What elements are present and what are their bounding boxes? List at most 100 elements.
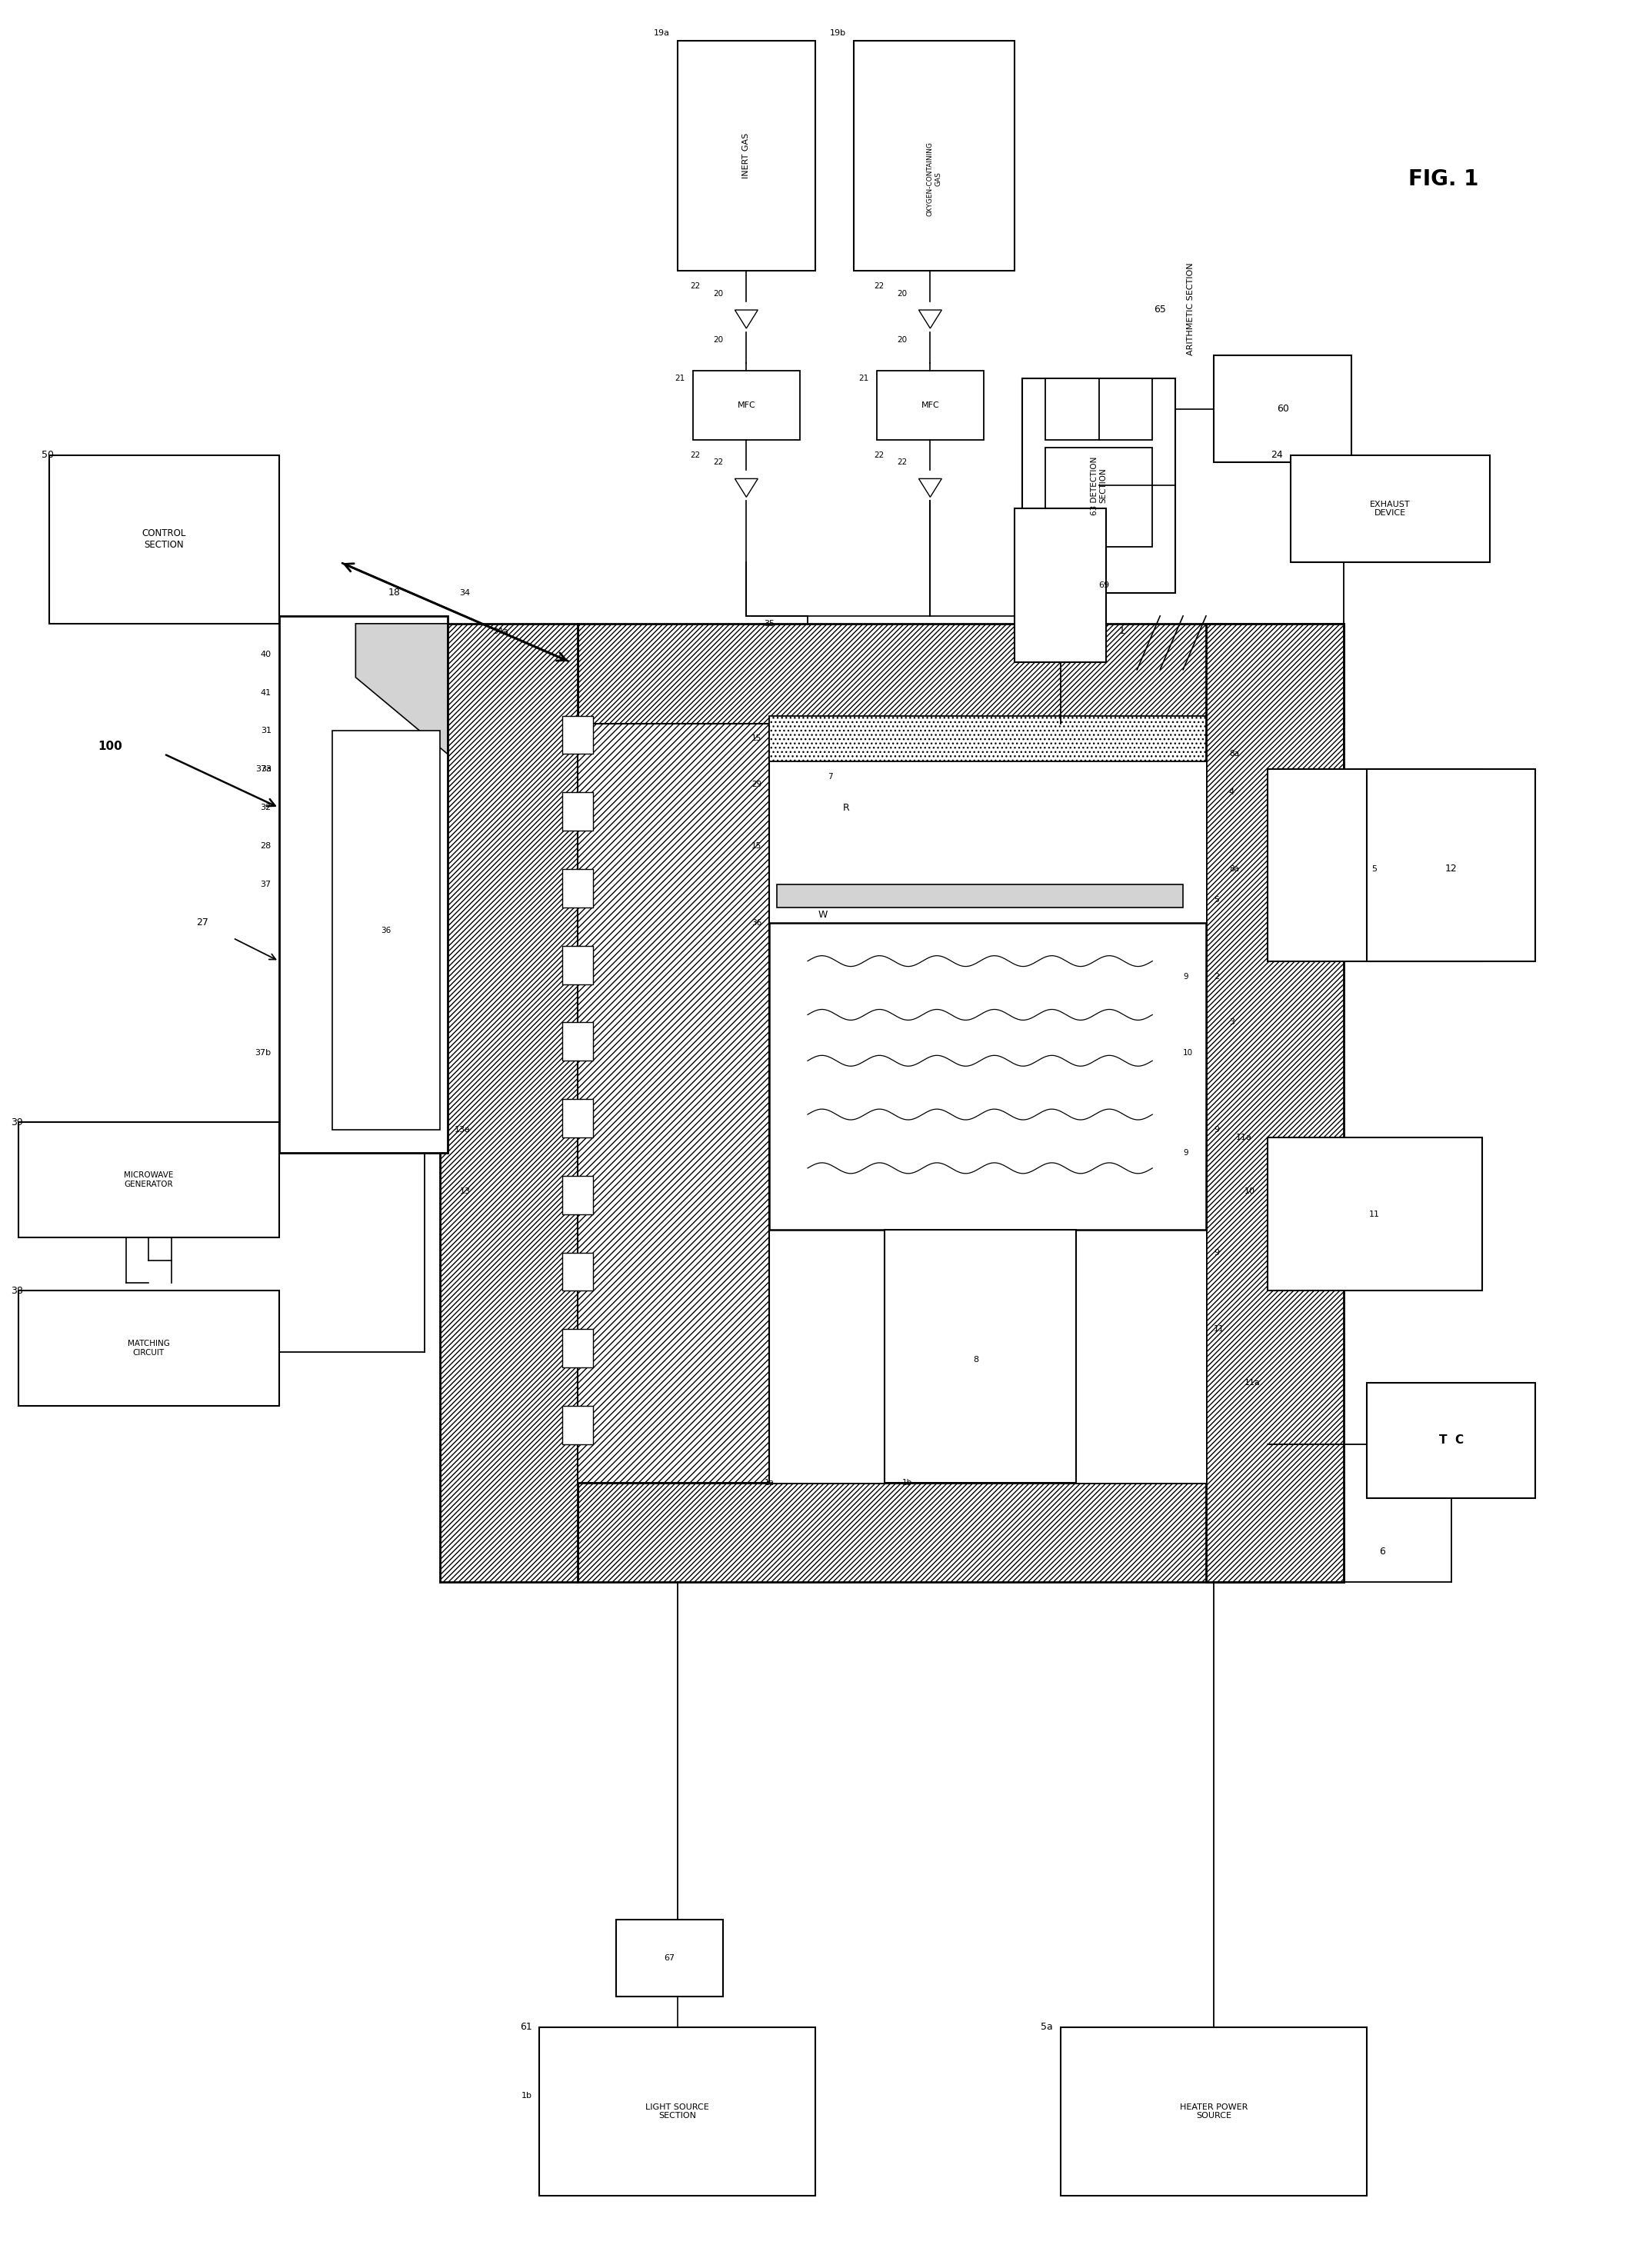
Bar [885, 1229, 1076, 1483]
Bar [563, 1252, 593, 1290]
Bar [1213, 356, 1351, 463]
Bar [18, 1290, 280, 1406]
Bar [777, 885, 1184, 907]
Text: 5a: 5a [1041, 2023, 1052, 2032]
Text: 2: 2 [1213, 973, 1220, 980]
Text: OXYGEN-CONTAINING
GAS: OXYGEN-CONTAINING GAS [927, 141, 941, 215]
Text: 6: 6 [1379, 1547, 1385, 1556]
Text: 37: 37 [260, 880, 272, 889]
Text: 10: 10 [1244, 1186, 1255, 1195]
Bar [769, 923, 1206, 1229]
Bar [563, 869, 593, 907]
Text: 1a: 1a [764, 1479, 774, 1486]
Bar [678, 41, 815, 270]
Text: 28: 28 [260, 841, 272, 850]
Text: 3: 3 [1229, 1018, 1234, 1025]
Bar [1046, 379, 1153, 440]
Text: 11a: 11a [1236, 1134, 1252, 1141]
Text: 35: 35 [764, 619, 774, 628]
Text: 8: 8 [974, 1356, 979, 1363]
Bar [540, 2028, 815, 2195]
Text: 15: 15 [751, 735, 761, 742]
Text: 1b: 1b [520, 2093, 532, 2100]
Polygon shape [919, 479, 941, 497]
Text: 27: 27 [197, 919, 208, 928]
Text: W: W [818, 909, 828, 921]
Text: 9: 9 [1184, 1150, 1189, 1157]
Bar [854, 41, 1015, 270]
Polygon shape [356, 624, 447, 753]
Text: MFC: MFC [737, 401, 756, 408]
Bar [577, 723, 1206, 1483]
Text: 65: 65 [1154, 304, 1166, 315]
Bar [1015, 508, 1106, 662]
Text: 19a: 19a [654, 29, 670, 36]
Bar [769, 717, 1206, 762]
Bar [441, 624, 577, 1583]
Text: 1: 1 [1119, 626, 1125, 637]
Text: 36: 36 [380, 928, 392, 934]
Text: HEATER POWER
SOURCE: HEATER POWER SOURCE [1180, 2102, 1247, 2121]
Text: 33: 33 [260, 767, 272, 773]
Text: 20: 20 [898, 336, 907, 345]
Text: 22: 22 [875, 451, 885, 458]
Text: ARITHMETIC SECTION: ARITHMETIC SECTION [1187, 263, 1195, 356]
Text: EXHAUST
DEVICE: EXHAUST DEVICE [1369, 501, 1410, 517]
Bar [1046, 447, 1153, 547]
Bar [563, 717, 593, 753]
Bar [1291, 456, 1489, 562]
Bar [1060, 2028, 1367, 2195]
Bar [1206, 624, 1345, 1583]
Text: 5: 5 [1213, 896, 1220, 903]
Text: 18: 18 [389, 587, 400, 599]
Text: 20: 20 [714, 336, 724, 345]
Text: 13: 13 [460, 1186, 470, 1195]
Bar [49, 456, 280, 624]
Text: 37b: 37b [255, 1050, 272, 1057]
Bar [693, 370, 800, 440]
Polygon shape [735, 479, 758, 497]
Bar [18, 1123, 280, 1236]
Text: 11: 11 [1213, 1325, 1224, 1334]
Bar [1267, 1139, 1481, 1290]
Text: 22: 22 [689, 451, 701, 458]
Text: 9: 9 [1213, 1125, 1220, 1134]
Bar [563, 1406, 593, 1445]
Text: 1b: 1b [902, 1479, 912, 1486]
Bar [616, 1919, 724, 1996]
Text: 8a: 8a [1229, 864, 1239, 873]
Text: MFC: MFC [920, 401, 940, 408]
Bar [563, 1175, 593, 1213]
Bar [1267, 769, 1481, 962]
Text: 32: 32 [260, 803, 272, 812]
Text: 34a: 34a [493, 628, 509, 635]
Text: 63 DETECTION
SECTION: 63 DETECTION SECTION [1091, 456, 1107, 515]
Bar [280, 617, 447, 1152]
Text: 41: 41 [260, 689, 272, 696]
Text: 5: 5 [1372, 864, 1377, 873]
Bar [577, 624, 1345, 723]
Text: 60: 60 [1276, 404, 1289, 413]
Polygon shape [919, 311, 941, 329]
Bar [577, 1483, 1345, 1583]
Text: MATCHING
CIRCUIT: MATCHING CIRCUIT [128, 1340, 169, 1356]
Text: 24: 24 [1270, 449, 1283, 460]
Text: LIGHT SOURCE
SECTION: LIGHT SOURCE SECTION [646, 2102, 709, 2121]
Text: 22: 22 [689, 281, 701, 290]
Text: 22: 22 [898, 458, 907, 467]
Text: 22: 22 [714, 458, 724, 467]
Text: 69: 69 [1099, 581, 1109, 590]
Text: 11a: 11a [1244, 1379, 1260, 1386]
Text: 67: 67 [665, 1955, 675, 1962]
Text: 15: 15 [751, 841, 761, 850]
Text: 10: 10 [1184, 1050, 1193, 1057]
Text: 39: 39 [11, 1118, 23, 1127]
Bar [876, 370, 984, 440]
Text: 22: 22 [875, 281, 885, 290]
Text: 4: 4 [1229, 789, 1234, 796]
Text: 20: 20 [714, 290, 724, 297]
Text: 9: 9 [1184, 973, 1189, 980]
Polygon shape [735, 311, 758, 329]
Text: MICROWAVE
GENERATOR: MICROWAVE GENERATOR [124, 1170, 174, 1188]
Text: 100: 100 [98, 742, 122, 753]
